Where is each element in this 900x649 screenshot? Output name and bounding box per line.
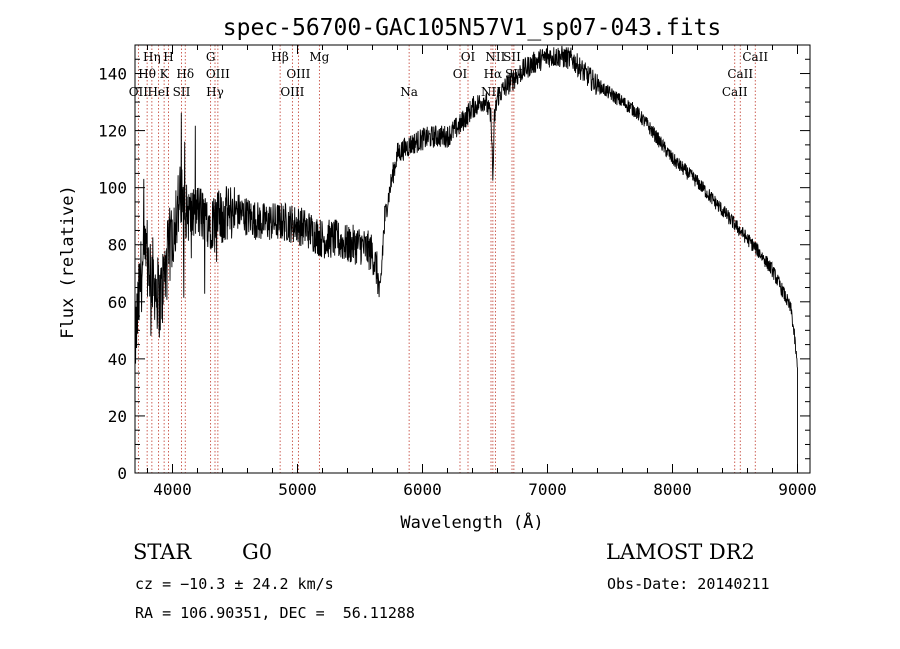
chart-title: spec-56700-GAC105N57V1_sp07-043.fits (223, 15, 722, 41)
y-tick-label: 140 (98, 65, 127, 84)
survey-name: LAMOST DR2 (606, 540, 755, 564)
line-marker-label: OIII (286, 67, 310, 81)
y-axis: 0 20 40 60 80 100 120 140 (98, 58, 810, 483)
line-marker-label: CaII (742, 50, 768, 64)
line-marker-label: NII (485, 50, 505, 64)
x-tick-label: 4000 (153, 480, 192, 499)
object-class: STAR (133, 540, 192, 564)
line-marker-label: OI (453, 67, 468, 81)
x-axis-label: Wavelength (Å) (400, 511, 543, 533)
line-marker-label: Hβ (271, 50, 288, 64)
line-marker-label: SII (503, 50, 521, 64)
x-tick-label: 9000 (778, 480, 817, 499)
redshift-readout: cz = −10.3 ± 24.2 km/s (135, 575, 334, 593)
y-tick-label: 40 (108, 350, 127, 369)
y-tick-label: 20 (108, 407, 127, 426)
y-axis-label: Flux (relative) (58, 185, 78, 339)
y-tick-label: 60 (108, 293, 127, 312)
line-marker-label: Hδ (176, 67, 194, 81)
line-marker-label: OII (129, 85, 149, 99)
line-markers (137, 45, 756, 473)
line-marker-label: Hη (143, 50, 161, 64)
object-subclass: G0 (242, 540, 273, 564)
x-tick-label: 8000 (653, 480, 692, 499)
line-marker-label: HeI (147, 85, 170, 99)
line-marker-label: OIII (280, 85, 304, 99)
line-marker-label: G (206, 50, 216, 64)
line-marker-label: K (160, 67, 170, 81)
x-tick-label: 6000 (403, 480, 442, 499)
spectrum-line (134, 45, 798, 473)
plot-frame (134, 44, 811, 474)
y-tick-label: 80 (108, 236, 127, 255)
x-tick-label: 5000 (278, 480, 317, 499)
y-tick-label: 100 (98, 179, 127, 198)
x-tick-label: 7000 (528, 480, 567, 499)
line-marker-label: Hγ (206, 85, 224, 99)
line-marker-label: H (163, 50, 173, 64)
line-marker-label: CaII (722, 85, 748, 99)
line-marker-label: OIII (206, 67, 230, 81)
y-tick-label: 120 (98, 122, 127, 141)
line-marker-label: Na (400, 85, 418, 99)
y-tick-label: 0 (117, 464, 127, 483)
x-axis: 4000 5000 6000 7000 8000 9000 (147, 45, 817, 499)
line-marker-label: Hα (484, 67, 503, 81)
line-marker-label: Mg (309, 50, 329, 64)
line-marker-label: SII (173, 85, 191, 99)
line-marker-label: OI (461, 50, 476, 64)
coordinates: RA = 106.90351, DEC = 56.11288 (135, 604, 415, 622)
obs-date: Obs-Date: 20140211 (607, 575, 770, 593)
line-marker-label: CaII (727, 67, 753, 81)
line-marker-label: Hθ (138, 67, 156, 81)
